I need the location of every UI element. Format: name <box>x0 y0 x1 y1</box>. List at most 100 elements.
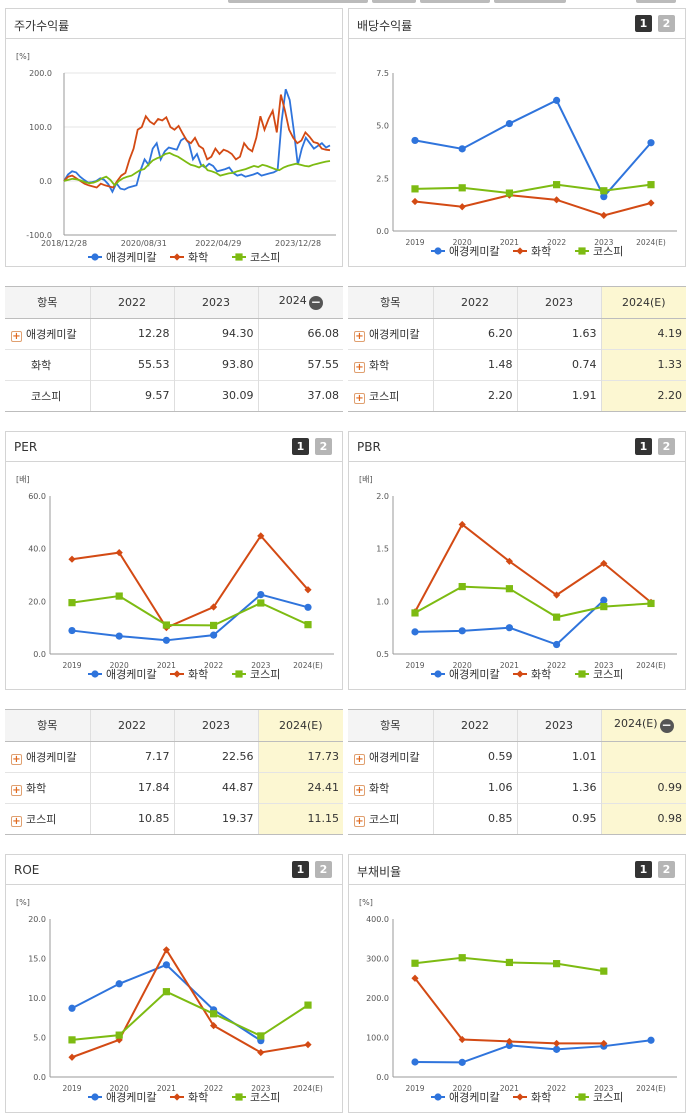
company-point <box>91 253 99 261</box>
expand-icon[interactable]: + <box>354 361 365 373</box>
legend-company: 애경케미칼 <box>431 1091 500 1104</box>
view-1-button[interactable]: 1 <box>292 861 309 878</box>
x-tick-label: 2022 <box>204 661 223 670</box>
expand-icon[interactable]: + <box>11 784 22 796</box>
x-tick-label: 2024(E) <box>293 661 323 670</box>
x-tick-label: 2021 <box>500 1084 519 1093</box>
series-line <box>414 194 652 217</box>
y-tick-label: 1.0 <box>376 597 389 606</box>
series-index <box>68 988 312 1044</box>
index-point <box>162 621 170 629</box>
series-line <box>71 963 262 1042</box>
table-row: + 화학 1.06 1.36 0.99 <box>348 771 686 803</box>
series-line <box>71 595 309 627</box>
x-tick-label: 2024(E) <box>636 1084 666 1093</box>
value-cell: 2.20 <box>432 379 517 411</box>
value-cell: 1.36 <box>516 771 601 803</box>
row-label-cell[interactable]: + 화학 <box>5 771 90 803</box>
company-point <box>91 670 99 678</box>
company-point <box>91 1093 99 1101</box>
view-2-button[interactable]: 2 <box>658 15 675 32</box>
sector-point <box>304 586 312 594</box>
sector-point <box>173 253 181 261</box>
column-header: 2023 <box>516 287 601 319</box>
legend-index: 코스피 <box>232 668 280 681</box>
index-point <box>553 960 561 968</box>
row-label: 화학 <box>369 781 390 795</box>
row-label-cell[interactable]: + 애경케미칼 <box>348 317 433 349</box>
y-tick-label: 20.0 <box>28 597 46 606</box>
index-point <box>411 959 419 967</box>
view-2-button[interactable]: 2 <box>315 438 332 455</box>
x-tick-label: 2024(E) <box>636 238 666 247</box>
expand-icon[interactable]: + <box>11 815 22 827</box>
row-label: 코스피 <box>31 389 62 403</box>
expand-icon[interactable]: + <box>354 784 365 796</box>
x-tick-label: 2021 <box>500 661 519 670</box>
legend-label: 화학 <box>531 668 551 681</box>
table-row: + 화학 1.48 0.74 1.33 <box>348 348 686 380</box>
legend-label: 애경케미칼 <box>449 668 500 681</box>
index-point <box>458 184 466 192</box>
row-label: 코스피 <box>369 812 400 826</box>
y-tick-label: 0.0 <box>376 227 389 236</box>
series-line <box>71 947 309 1059</box>
index-point <box>553 181 561 189</box>
row-label: 애경케미칼 <box>369 750 420 764</box>
view-1-button[interactable]: 1 <box>635 15 652 32</box>
expand-icon[interactable]: + <box>11 753 22 765</box>
series-company <box>68 961 265 1045</box>
expand-icon[interactable]: + <box>354 753 365 765</box>
value-cell: 0.99 <box>600 771 686 803</box>
x-tick-label: 2023 <box>594 238 613 247</box>
legend-sector: 화학 <box>170 668 208 681</box>
column-header-label: 항목 <box>37 296 58 310</box>
view-2-button[interactable]: 2 <box>315 861 332 878</box>
expand-icon[interactable]: + <box>11 330 22 342</box>
legend-company: 애경케미칼 <box>88 668 157 681</box>
company-point <box>257 590 265 599</box>
row-label-cell[interactable]: + 애경케미칼 <box>5 317 90 349</box>
view-1-button[interactable]: 1 <box>635 861 652 878</box>
pbr-chart: [배]2.0 1.5 1.0 0.5 2019 2020 2021 2022 2023 2024(… <box>359 475 677 681</box>
column-header-label: 2024(E) <box>613 717 658 731</box>
value-cell: 17.84 <box>89 771 174 803</box>
row-label-cell[interactable]: + 애경케미칼 <box>5 740 90 772</box>
row-label-cell[interactable]: + 화학 <box>348 348 433 380</box>
y-tick-label: 400.0 <box>366 915 389 924</box>
index-point <box>578 670 586 678</box>
x-tick-label: 2023 <box>251 661 270 670</box>
column-header: 2022 <box>89 710 174 742</box>
expand-icon[interactable]: + <box>354 330 365 342</box>
x-tick-label: 2024(E) <box>293 1084 323 1093</box>
collapse-icon[interactable]: − <box>308 295 323 311</box>
x-tick-label: 2022 <box>547 1084 566 1093</box>
view-2-button[interactable]: 2 <box>658 861 675 878</box>
row-label-cell[interactable]: + 코스피 <box>348 379 433 411</box>
index-point <box>411 609 419 617</box>
x-tick-label: 2020 <box>453 238 472 247</box>
view-1-button[interactable]: 1 <box>635 438 652 455</box>
column-header: 2024− <box>257 287 343 319</box>
view-1-button[interactable]: 1 <box>292 438 309 455</box>
row-label-cell[interactable]: + 코스피 <box>348 802 433 834</box>
x-tick-label: 2020 <box>453 661 472 670</box>
collapse-icon[interactable]: − <box>659 718 674 734</box>
unit-label: [%] <box>359 898 373 907</box>
y-tick-label: 0.5 <box>376 650 389 659</box>
row-label-cell[interactable]: + 애경케미칼 <box>348 740 433 772</box>
expand-icon[interactable]: + <box>354 392 365 404</box>
view-2-button[interactable]: 2 <box>658 438 675 455</box>
legend-label: 코스피 <box>593 668 623 681</box>
sector-point <box>505 1037 513 1046</box>
return-table: 항목 2022 2023 2024− + 애경케미칼 12.28 94.30 66.08 화학 55… <box>5 286 343 412</box>
row-label-cell[interactable]: + 화학 <box>348 771 433 803</box>
y-tick-label: 2.5 <box>376 174 389 183</box>
row-label-cell[interactable]: + 코스피 <box>5 802 90 834</box>
y-tick-label: 40.0 <box>28 545 46 554</box>
legend-label: 화학 <box>531 1091 551 1104</box>
column-header-label: 항목 <box>380 296 401 310</box>
series-sector <box>411 974 608 1048</box>
expand-icon[interactable]: + <box>354 815 365 827</box>
index-point <box>578 247 586 255</box>
